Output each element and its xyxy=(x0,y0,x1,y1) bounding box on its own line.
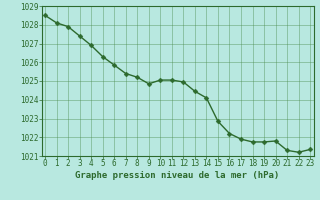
X-axis label: Graphe pression niveau de la mer (hPa): Graphe pression niveau de la mer (hPa) xyxy=(76,171,280,180)
